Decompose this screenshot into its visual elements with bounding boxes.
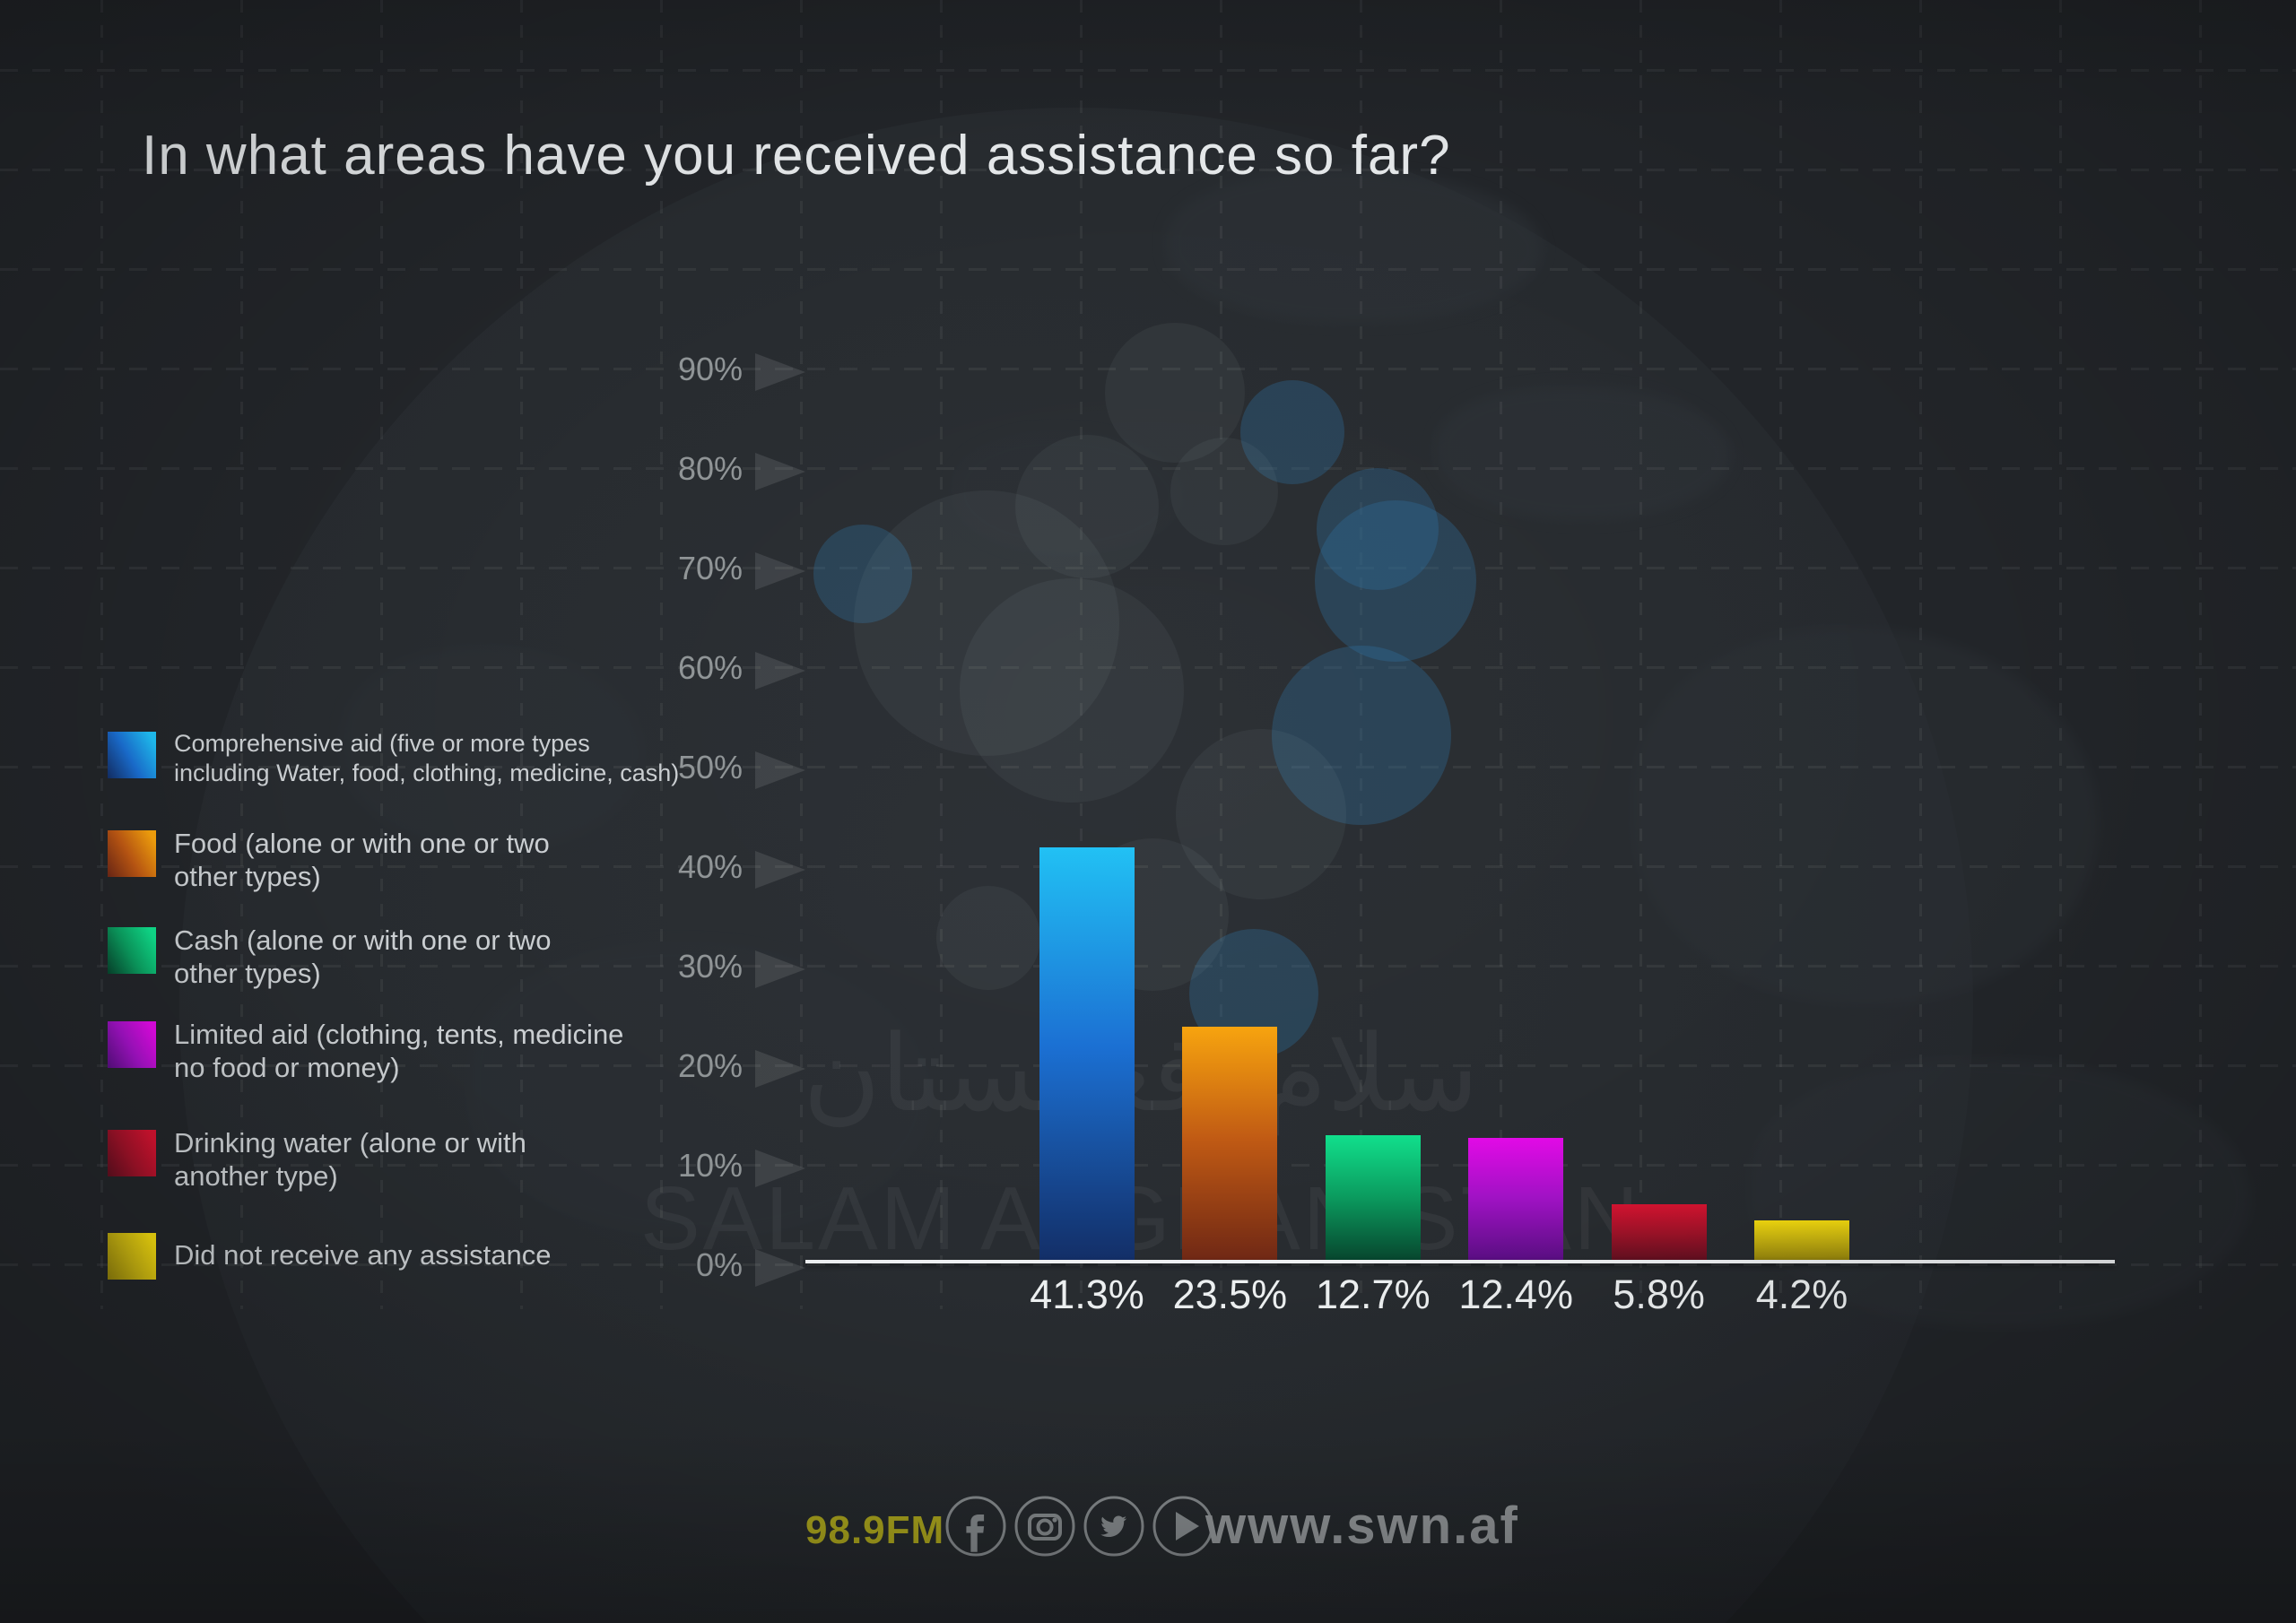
legend-item-no-assistance: Did not receive any assistance xyxy=(108,1230,551,1280)
y-tick-label: 40% xyxy=(677,848,743,885)
map-landmass xyxy=(1632,628,2099,1004)
y-tick-arrow-icon xyxy=(755,1150,805,1187)
legend-item-limited-aid: Limited aid (clothing, tents, medicine no… xyxy=(108,1019,623,1084)
y-tick-label: 0% xyxy=(695,1246,743,1283)
bubble xyxy=(854,490,1119,756)
bubble xyxy=(960,578,1184,803)
social-icons xyxy=(944,1494,1220,1558)
bar-value-label: 41.3% xyxy=(1030,1271,1144,1317)
y-tick-arrow-icon xyxy=(755,751,805,789)
y-tick-arrow-icon xyxy=(755,353,805,391)
x-axis-line xyxy=(805,1260,2115,1263)
bar-value-label: 23.5% xyxy=(1172,1271,1288,1317)
play-icon[interactable] xyxy=(1151,1494,1215,1558)
legend-item-comprehensive-aid: Comprehensive aid (five or more types inc… xyxy=(108,729,679,788)
y-tick-label: 90% xyxy=(677,351,743,387)
legend-label: Cash (alone or with one or two other type… xyxy=(174,924,552,989)
y-tick-label: 50% xyxy=(677,749,743,785)
y-tick-arrow-icon xyxy=(755,1050,805,1088)
bar-food xyxy=(1182,1027,1278,1263)
legend-swatch-icon xyxy=(108,1021,156,1068)
legend-label: Food (alone or with one or two other type… xyxy=(174,828,550,892)
bubble xyxy=(1015,435,1159,578)
bar-limited-aid xyxy=(1468,1138,1564,1263)
bar-drinking-water xyxy=(1611,1204,1707,1263)
bubble xyxy=(1240,380,1344,484)
bar-value-label: 12.4% xyxy=(1458,1271,1573,1317)
legend-swatch-icon xyxy=(108,830,156,877)
bubble xyxy=(1176,729,1346,899)
legend-label: Did not receive any assistance xyxy=(174,1239,552,1271)
y-tick-label: 80% xyxy=(677,450,743,487)
y-tick-arrow-icon xyxy=(755,453,805,490)
bar-comprehensive-aid xyxy=(1039,847,1135,1263)
legend-item-cash: Cash (alone or with one or two other type… xyxy=(108,924,551,990)
radio-frequency: 98.9FM xyxy=(805,1508,945,1552)
legend-label: Limited aid (clothing, tents, medicine no… xyxy=(174,1019,624,1083)
y-tick-arrow-icon xyxy=(755,851,805,889)
y-tick-arrow-icon xyxy=(755,652,805,690)
legend-swatch-icon xyxy=(108,927,156,974)
legend-label: Comprehensive aid (five or more types inc… xyxy=(174,730,680,786)
bubble xyxy=(1315,500,1476,662)
y-tick-label: 60% xyxy=(677,649,743,686)
bar-value-label: 12.7% xyxy=(1315,1271,1431,1317)
bar-value-label: 4.2% xyxy=(1755,1271,1848,1317)
bar-no-assistance xyxy=(1754,1220,1849,1263)
y-tick-label: 30% xyxy=(677,948,743,985)
y-tick-arrow-icon xyxy=(755,1249,805,1287)
y-tick-label: 70% xyxy=(677,550,743,586)
bar-cash xyxy=(1325,1135,1421,1263)
bubble xyxy=(936,886,1040,990)
y-tick-label: 10% xyxy=(677,1147,743,1184)
bubble xyxy=(1170,438,1278,545)
bubble xyxy=(1105,323,1245,463)
y-tick-arrow-icon xyxy=(755,552,805,590)
bubble xyxy=(813,525,912,623)
page-title: In what areas have you received assistan… xyxy=(142,125,1451,187)
legend-item-food: Food (alone or with one or two other type… xyxy=(108,828,550,893)
website-link[interactable]: www.swn.af xyxy=(1205,1497,1519,1555)
legend-swatch-icon xyxy=(108,1233,156,1280)
footer: 98.9FM www.swn.af xyxy=(0,1490,2296,1576)
watermark-arabic: سلام افغانستان xyxy=(803,1015,1479,1133)
facebook-icon[interactable] xyxy=(944,1494,1008,1558)
y-tick-arrow-icon xyxy=(755,950,805,988)
y-tick-label: 20% xyxy=(677,1047,743,1084)
map-landmass xyxy=(1166,170,1543,323)
legend-label: Drinking water (alone or with another typ… xyxy=(174,1127,526,1192)
bubble xyxy=(1272,646,1451,825)
legend-item-drinking-water: Drinking water (alone or with another typ… xyxy=(108,1127,526,1193)
legend-swatch-icon xyxy=(108,732,156,778)
twitter-icon[interactable] xyxy=(1082,1494,1146,1558)
legend-swatch-icon xyxy=(108,1130,156,1176)
bubble xyxy=(1317,468,1439,590)
bar-value-label: 5.8% xyxy=(1613,1271,1705,1317)
instagram-icon[interactable] xyxy=(1013,1494,1077,1558)
